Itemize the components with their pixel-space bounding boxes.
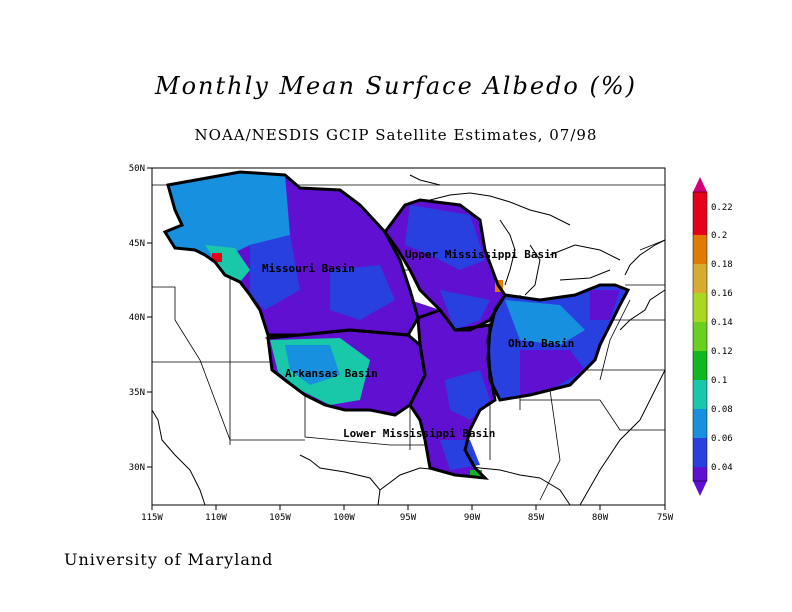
map-subtitle: NOAA/NESDIS GCIP Satellite Estimates, 07… [194,126,598,144]
colorbar-label: 0.2 [711,231,727,241]
colorbar-label: 0.18 [711,260,733,270]
x-tick-label: 95W [400,513,417,523]
colorbar-swatch [693,380,707,409]
colorbar-swatch [693,322,707,351]
colorbar-label: 0.04 [711,463,733,473]
y-tick-label: 40N [129,313,145,323]
x-axis: 115W 110W 105W 100W 95W 90W 85W 80W 75W [141,505,674,523]
x-tick-label: 100W [333,513,355,523]
basin-labels: Missouri Basin Upper Mississippi Basin O… [262,248,574,440]
colorbar-swatch [693,235,707,264]
coastlines [151,174,666,506]
colorbar-label: 0.06 [711,434,733,444]
y-tick-label: 50N [129,164,145,174]
colorbar-swatch [693,409,707,438]
y-axis: 30N 35N 40N 45N 50N [129,164,152,473]
colorbar-swatch [693,264,707,293]
colorbar-label: 0.22 [711,203,733,213]
colorbar: 0.22 0.2 0.18 0.16 0.14 0.12 0.1 0.08 0.… [692,177,733,496]
colorbar-swatch [693,192,707,221]
colorbar-label: 0.08 [711,405,733,415]
x-tick-label: 75W [657,513,674,523]
colorbar-swatch [693,438,707,467]
colorbar-swatch [693,293,707,322]
x-tick-label: 115W [141,513,163,523]
x-tick-label: 110W [205,513,227,523]
colorbar-label: 0.14 [711,318,733,328]
basin-label-ohio: Ohio Basin [508,337,574,350]
basin-label-upper-mississippi: Upper Mississippi Basin [405,248,557,261]
x-tick-label: 80W [592,513,609,523]
albedo-fill [165,172,628,478]
basin-outlines [162,170,631,480]
x-tick-label: 90W [464,513,481,523]
y-tick-label: 30N [129,463,145,473]
basin-label-missouri: Missouri Basin [262,262,355,275]
colorbar-label: 0.1 [711,376,727,386]
map-title: Monthly Mean Surface Albedo (%) [155,72,637,100]
x-tick-label: 85W [528,513,545,523]
colorbar-label: 0.16 [711,289,733,299]
credit-text: University of Maryland [64,550,274,569]
y-tick-label: 45N [129,239,145,249]
colorbar-swatch [693,351,707,380]
basin-label-lower-mississippi: Lower Mississippi Basin [343,427,495,440]
x-tick-label: 105W [269,513,291,523]
colorbar-top-arrow [693,177,707,192]
colorbar-label: 0.12 [711,347,733,357]
basin-label-arkansas: Arkansas Basin [285,367,378,380]
y-tick-label: 35N [129,388,145,398]
colorbar-swatch [693,467,707,481]
colorbar-bottom-arrow [693,481,707,496]
